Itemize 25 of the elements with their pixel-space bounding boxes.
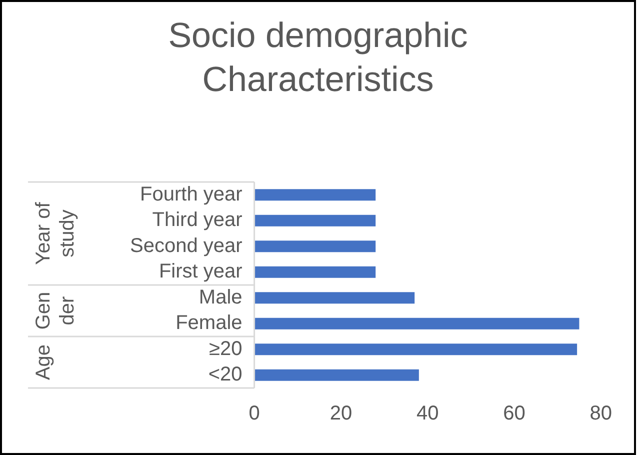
y-tick-label: Fourth year	[140, 183, 243, 206]
text: Age	[32, 344, 55, 380]
y-tick-label: Second year	[130, 234, 243, 257]
bar	[254, 266, 376, 278]
text: Year of study	[32, 202, 79, 265]
x-tick-label: 60	[503, 402, 526, 425]
y-tick-label: ≥20	[209, 338, 242, 360]
y-tick-label: Third year	[152, 209, 243, 232]
bar	[254, 344, 578, 356]
x-tick-label: 40	[416, 402, 439, 425]
x-tick-label: 0	[248, 402, 260, 425]
bar	[254, 214, 376, 226]
bar	[254, 369, 419, 381]
bar	[254, 189, 376, 201]
chart-title: Socio demographic Characteristics	[168, 15, 468, 101]
y-tick-label: Female	[176, 312, 242, 334]
x-tick-label: 20	[330, 402, 352, 425]
y-tick-label: Male	[198, 286, 242, 308]
text: Gender	[32, 292, 79, 330]
x-tick-label: 80	[590, 402, 612, 425]
y-tick-label: First year	[158, 260, 243, 283]
bar	[254, 240, 376, 252]
bar	[254, 292, 415, 304]
y-tick-label: <20	[208, 364, 242, 386]
bar	[254, 318, 580, 330]
